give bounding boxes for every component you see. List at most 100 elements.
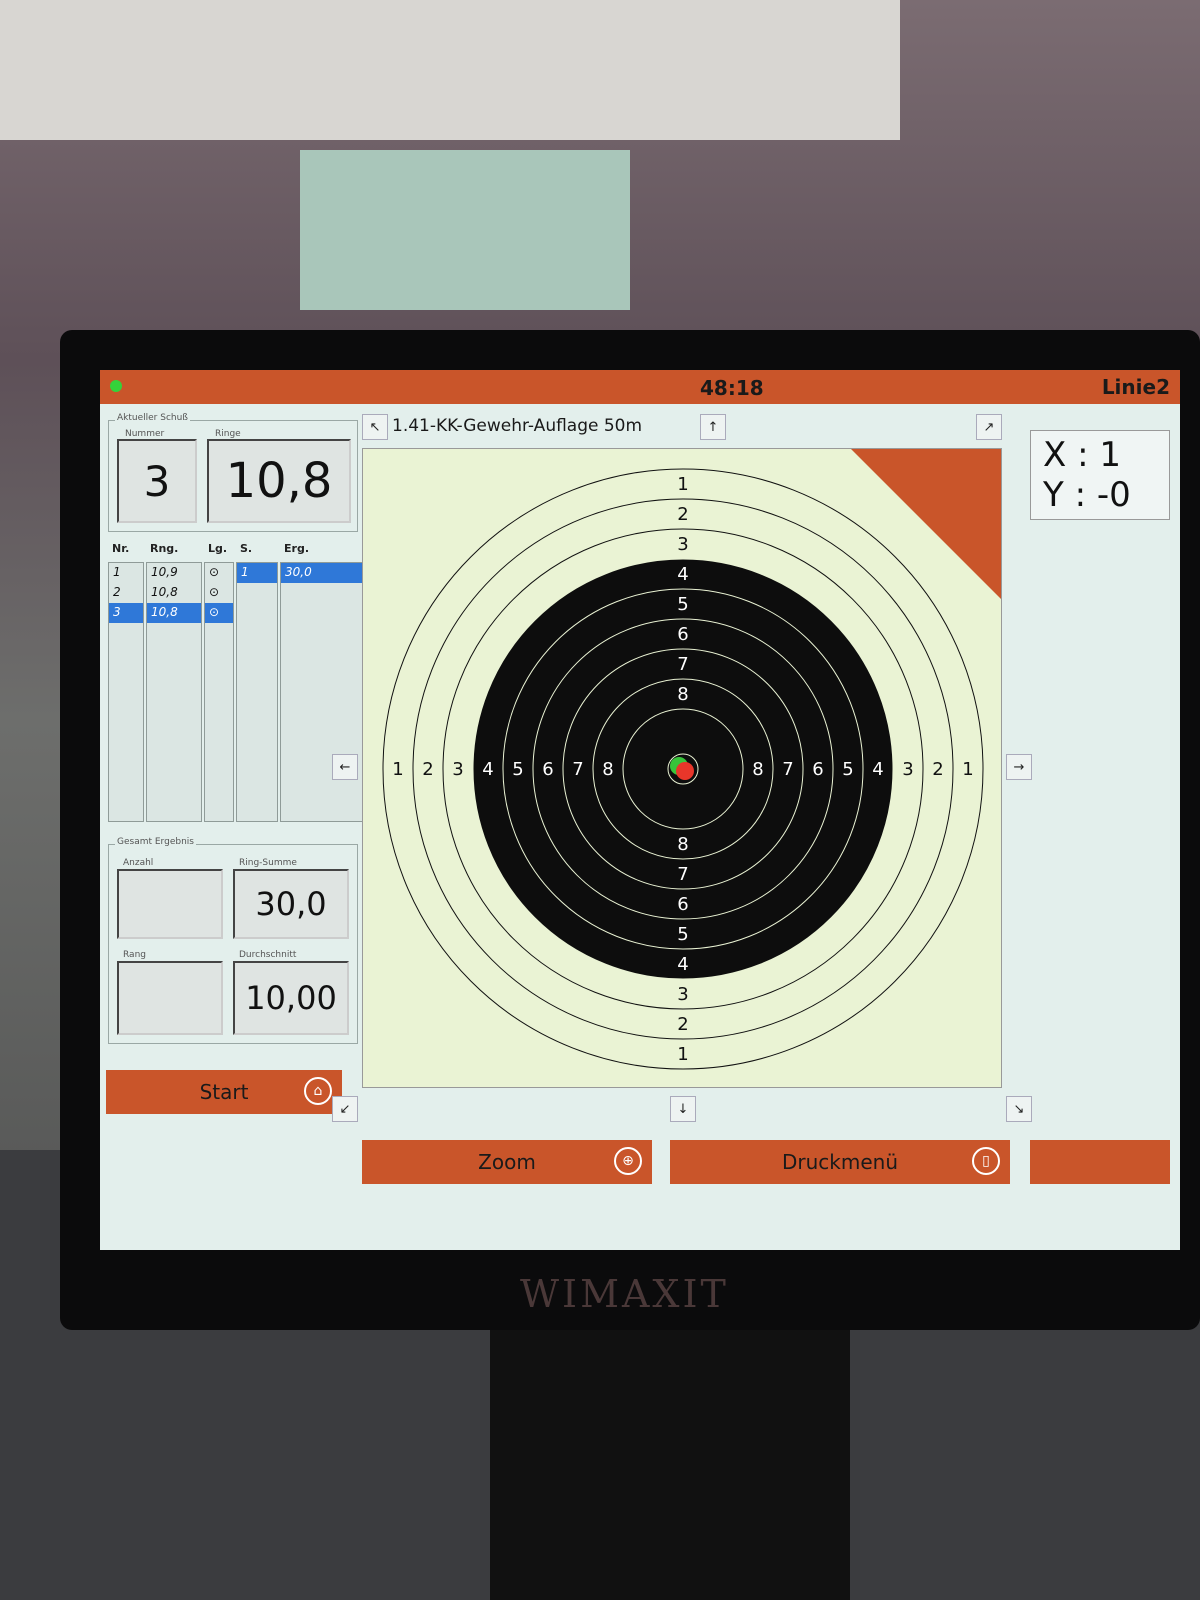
start-button[interactable]: Start ⌂ — [106, 1070, 342, 1114]
table-cell[interactable]: 10,8 — [151, 585, 178, 599]
ring-label: 1 — [392, 759, 403, 780]
ring-label: 2 — [677, 1014, 688, 1035]
ring-sum-label: Ring-Summe — [237, 858, 299, 868]
header-rng: Rng. — [150, 542, 179, 555]
ring-8 — [592, 678, 774, 860]
print-menu-label: Druckmenü — [781, 1150, 898, 1174]
column-s[interactable]: 1 — [236, 562, 278, 822]
column-nr[interactable]: 1 2 3 — [108, 562, 144, 822]
ring-label: 3 — [677, 984, 688, 1005]
column-erg[interactable]: 30,0 — [280, 562, 370, 822]
down-arrow-button[interactable]: ↓ — [670, 1096, 696, 1122]
extra-button[interactable] — [1030, 1140, 1170, 1184]
ring-label: 5 — [677, 594, 688, 615]
ring-sum-value: 30,0 — [255, 885, 327, 923]
sw-arrow-button[interactable]: ↙ — [332, 1096, 358, 1122]
ceiling — [0, 0, 900, 140]
average-box: 10,00 — [233, 961, 349, 1035]
ring-label: 2 — [422, 759, 433, 780]
ring-label: 2 — [932, 759, 943, 780]
table-row[interactable]: 2 — [113, 585, 121, 599]
table-cell[interactable]: 10,9 — [151, 565, 178, 579]
ring-label: 7 — [677, 864, 688, 885]
ne-arrow-button[interactable]: ↗ — [976, 414, 1002, 440]
home-icon: ⌂ — [304, 1077, 332, 1105]
rank-label: Rang — [121, 950, 148, 960]
shot-number: 3 — [117, 439, 197, 523]
ring-1 — [382, 468, 984, 1070]
left-arrow-button[interactable]: ← — [332, 754, 358, 780]
average-label: Durchschnitt — [237, 950, 299, 960]
ring-label: 8 — [677, 684, 688, 705]
x-coordinate: X : 1 — [1043, 435, 1121, 475]
y-coordinate: Y : -0 — [1043, 475, 1131, 515]
position-icon: ⊙ — [205, 603, 233, 623]
header-nr: Nr. — [112, 542, 130, 555]
count-box — [117, 869, 223, 939]
table-row[interactable]: 3 — [109, 603, 143, 623]
coordinates-panel: X : 1 Y : -0 — [1030, 430, 1170, 520]
total-result-label: Gesamt Ergebnis — [115, 837, 196, 847]
ring-label: 2 — [677, 504, 688, 525]
ring-label: 6 — [677, 624, 688, 645]
position-icon: ⊙ — [209, 585, 220, 599]
green-wall — [300, 150, 630, 310]
shot-rings-value: 10,8 — [225, 453, 333, 509]
header-erg: Erg. — [284, 542, 309, 555]
ring-7 — [562, 648, 804, 890]
ring-label: 6 — [812, 759, 823, 780]
column-lg[interactable]: ⊙ ⊙ ⊙ — [204, 562, 234, 822]
header-s: S. — [240, 542, 253, 555]
ring-label: 4 — [872, 759, 883, 780]
ring-label: 5 — [677, 924, 688, 945]
monitor-stand — [490, 1330, 850, 1600]
ring-label: 4 — [482, 759, 493, 780]
ring-2 — [412, 498, 954, 1040]
up-arrow-button[interactable]: ↑ — [700, 414, 726, 440]
title-bar: 48:18 Linie2 — [100, 370, 1180, 404]
table-row[interactable]: 1 — [113, 565, 121, 579]
ring-label: 1 — [677, 1044, 688, 1065]
zoom-label: Zoom — [478, 1150, 536, 1174]
ring-10 — [667, 753, 699, 785]
timer: 48:18 — [700, 376, 764, 400]
current-shot-group: Aktueller Schuß 3 Nummer 10,8 Ringe — [108, 413, 358, 532]
ring-4 — [472, 558, 894, 980]
ring-label: 4 — [677, 564, 688, 585]
ring-5 — [502, 588, 864, 950]
monitor-brand-logo: WIMAXIT — [520, 1272, 729, 1316]
nw-arrow-button[interactable]: ↖ — [362, 414, 388, 440]
ring-6 — [532, 618, 834, 920]
zoom-in-icon: ⊕ — [614, 1147, 642, 1175]
ring-label: 1 — [962, 759, 973, 780]
document-icon: ▯ — [972, 1147, 1000, 1175]
shot-hit-marker[interactable] — [676, 762, 694, 780]
series-cell[interactable]: 1 — [237, 563, 277, 583]
result-cell[interactable]: 30,0 — [281, 563, 369, 583]
ring-label: 5 — [842, 759, 853, 780]
right-arrow-button[interactable]: → — [1006, 754, 1032, 780]
zoom-button[interactable]: Zoom ⊕ — [362, 1140, 652, 1184]
ring-label: 8 — [677, 834, 688, 855]
column-rng[interactable]: 10,9 10,8 10,8 — [146, 562, 202, 822]
ring-label: 6 — [542, 759, 553, 780]
ring-label: 5 — [512, 759, 523, 780]
ring-label: 3 — [677, 534, 688, 555]
header-lg: Lg. — [208, 542, 228, 555]
shot-number-value: 3 — [143, 456, 171, 506]
rings-label: Ringe — [213, 429, 243, 439]
ring-label: 7 — [677, 654, 688, 675]
se-arrow-button[interactable]: ↘ — [1006, 1096, 1032, 1122]
ring-sum-box: 30,0 — [233, 869, 349, 939]
shot-rings: 10,8 — [207, 439, 351, 523]
ring-label: 3 — [452, 759, 463, 780]
position-icon: ⊙ — [209, 565, 220, 579]
print-menu-button[interactable]: Druckmenü ▯ — [670, 1140, 1010, 1184]
ring-label: 3 — [902, 759, 913, 780]
table-cell[interactable]: 10,8 — [147, 603, 201, 623]
discipline-title: 1.41-KK-Gewehr-Auflage 50m — [392, 416, 643, 436]
ring-label: 8 — [602, 759, 613, 780]
ring-9 — [622, 708, 744, 830]
